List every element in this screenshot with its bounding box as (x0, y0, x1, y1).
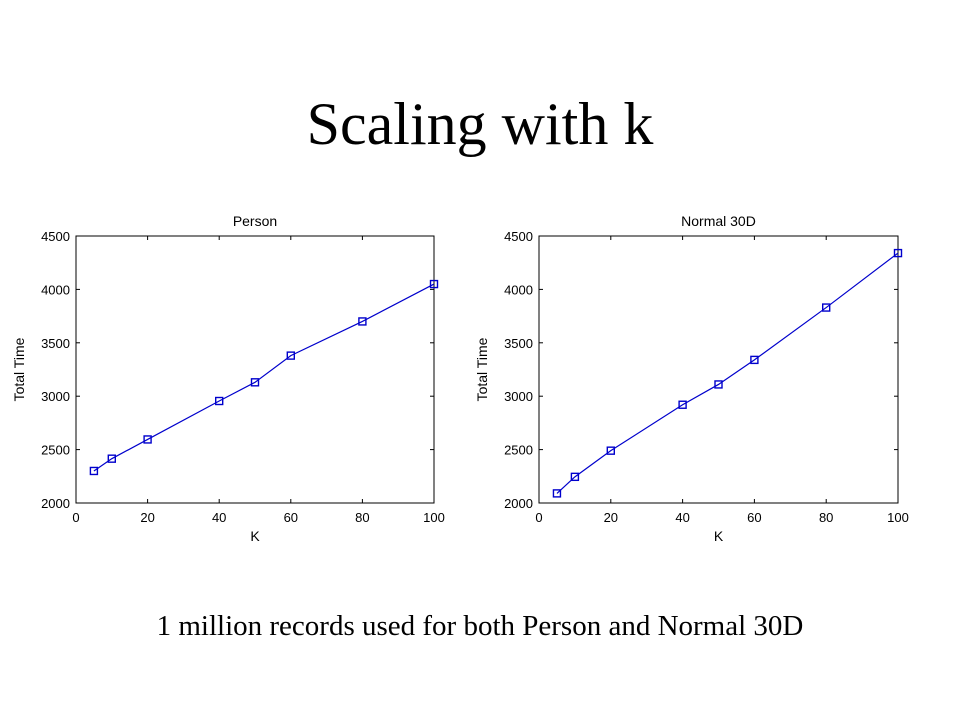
normal30d-data-point (552, 489, 562, 498)
person-data-point (214, 396, 224, 406)
normal30d-y-tick-label: 2000 (504, 496, 533, 511)
person-y-tick-label: 2000 (41, 496, 70, 511)
person-data-point (89, 466, 99, 476)
normal30d-y-tick-label: 3500 (504, 336, 533, 351)
normal30d-chart-title: Normal 30D (681, 213, 756, 229)
person-x-axis-label: K (250, 528, 260, 544)
normal30d-data-point (750, 355, 759, 365)
person-x-tick-label: 100 (423, 510, 445, 525)
normal30d-data-point (678, 400, 687, 409)
normal30d-x-tick-label: 0 (535, 510, 542, 525)
normal30d-x-tick-label: 80 (819, 510, 833, 525)
normal30d-data-point (570, 472, 580, 482)
person-data-point (107, 454, 117, 463)
normal30d-x-tick-label: 60 (747, 510, 761, 525)
person-y-tick-label: 3500 (41, 336, 70, 351)
person-y-tick-label: 4000 (41, 282, 70, 297)
normal30d-y-tick-label: 2500 (504, 443, 533, 458)
normal30d-plot-frame (538, 235, 899, 504)
normal30d-x-tick-label: 20 (604, 510, 618, 525)
slide-title: Scaling with k (306, 91, 654, 157)
normal30d-y-axis-label: Total Time (474, 337, 490, 401)
normal30d-data-point (714, 380, 723, 389)
person-plot-frame (75, 235, 435, 504)
person-data-point (286, 351, 295, 360)
person-x-tick-label: 0 (72, 510, 79, 525)
normal30d-series-line (556, 252, 899, 494)
normal30d-x-tick-label: 100 (887, 510, 909, 525)
normal30d-y-tick-label: 4000 (504, 282, 533, 297)
person-x-tick-label: 80 (355, 510, 369, 525)
normal30d-data-point (822, 303, 831, 312)
normal30d-x-tick-label: 40 (675, 510, 689, 525)
person-data-point (429, 279, 439, 289)
person-y-axis-label: Total Time (11, 337, 27, 401)
person-y-tick-label: 3000 (41, 389, 70, 404)
person-x-tick-label: 40 (212, 510, 226, 525)
normal30d-data-point (606, 446, 615, 455)
person-y-tick-label: 4500 (41, 229, 70, 244)
normal30d-x-axis-label: K (714, 528, 724, 544)
normal30d-data-point (893, 248, 903, 258)
person-data-point (358, 317, 367, 326)
slide-caption: 1 million records used for both Person a… (156, 610, 804, 642)
person-y-tick-label: 2500 (41, 443, 70, 458)
person-data-point (143, 435, 152, 444)
normal30d-y-tick-label: 4500 (504, 229, 533, 244)
person-chart-title: Person (233, 213, 277, 229)
person-x-tick-label: 60 (284, 510, 298, 525)
person-data-point (250, 378, 260, 387)
person-x-tick-label: 20 (140, 510, 154, 525)
normal30d-y-tick-label: 3000 (504, 389, 533, 404)
person-series-line (93, 283, 435, 472)
